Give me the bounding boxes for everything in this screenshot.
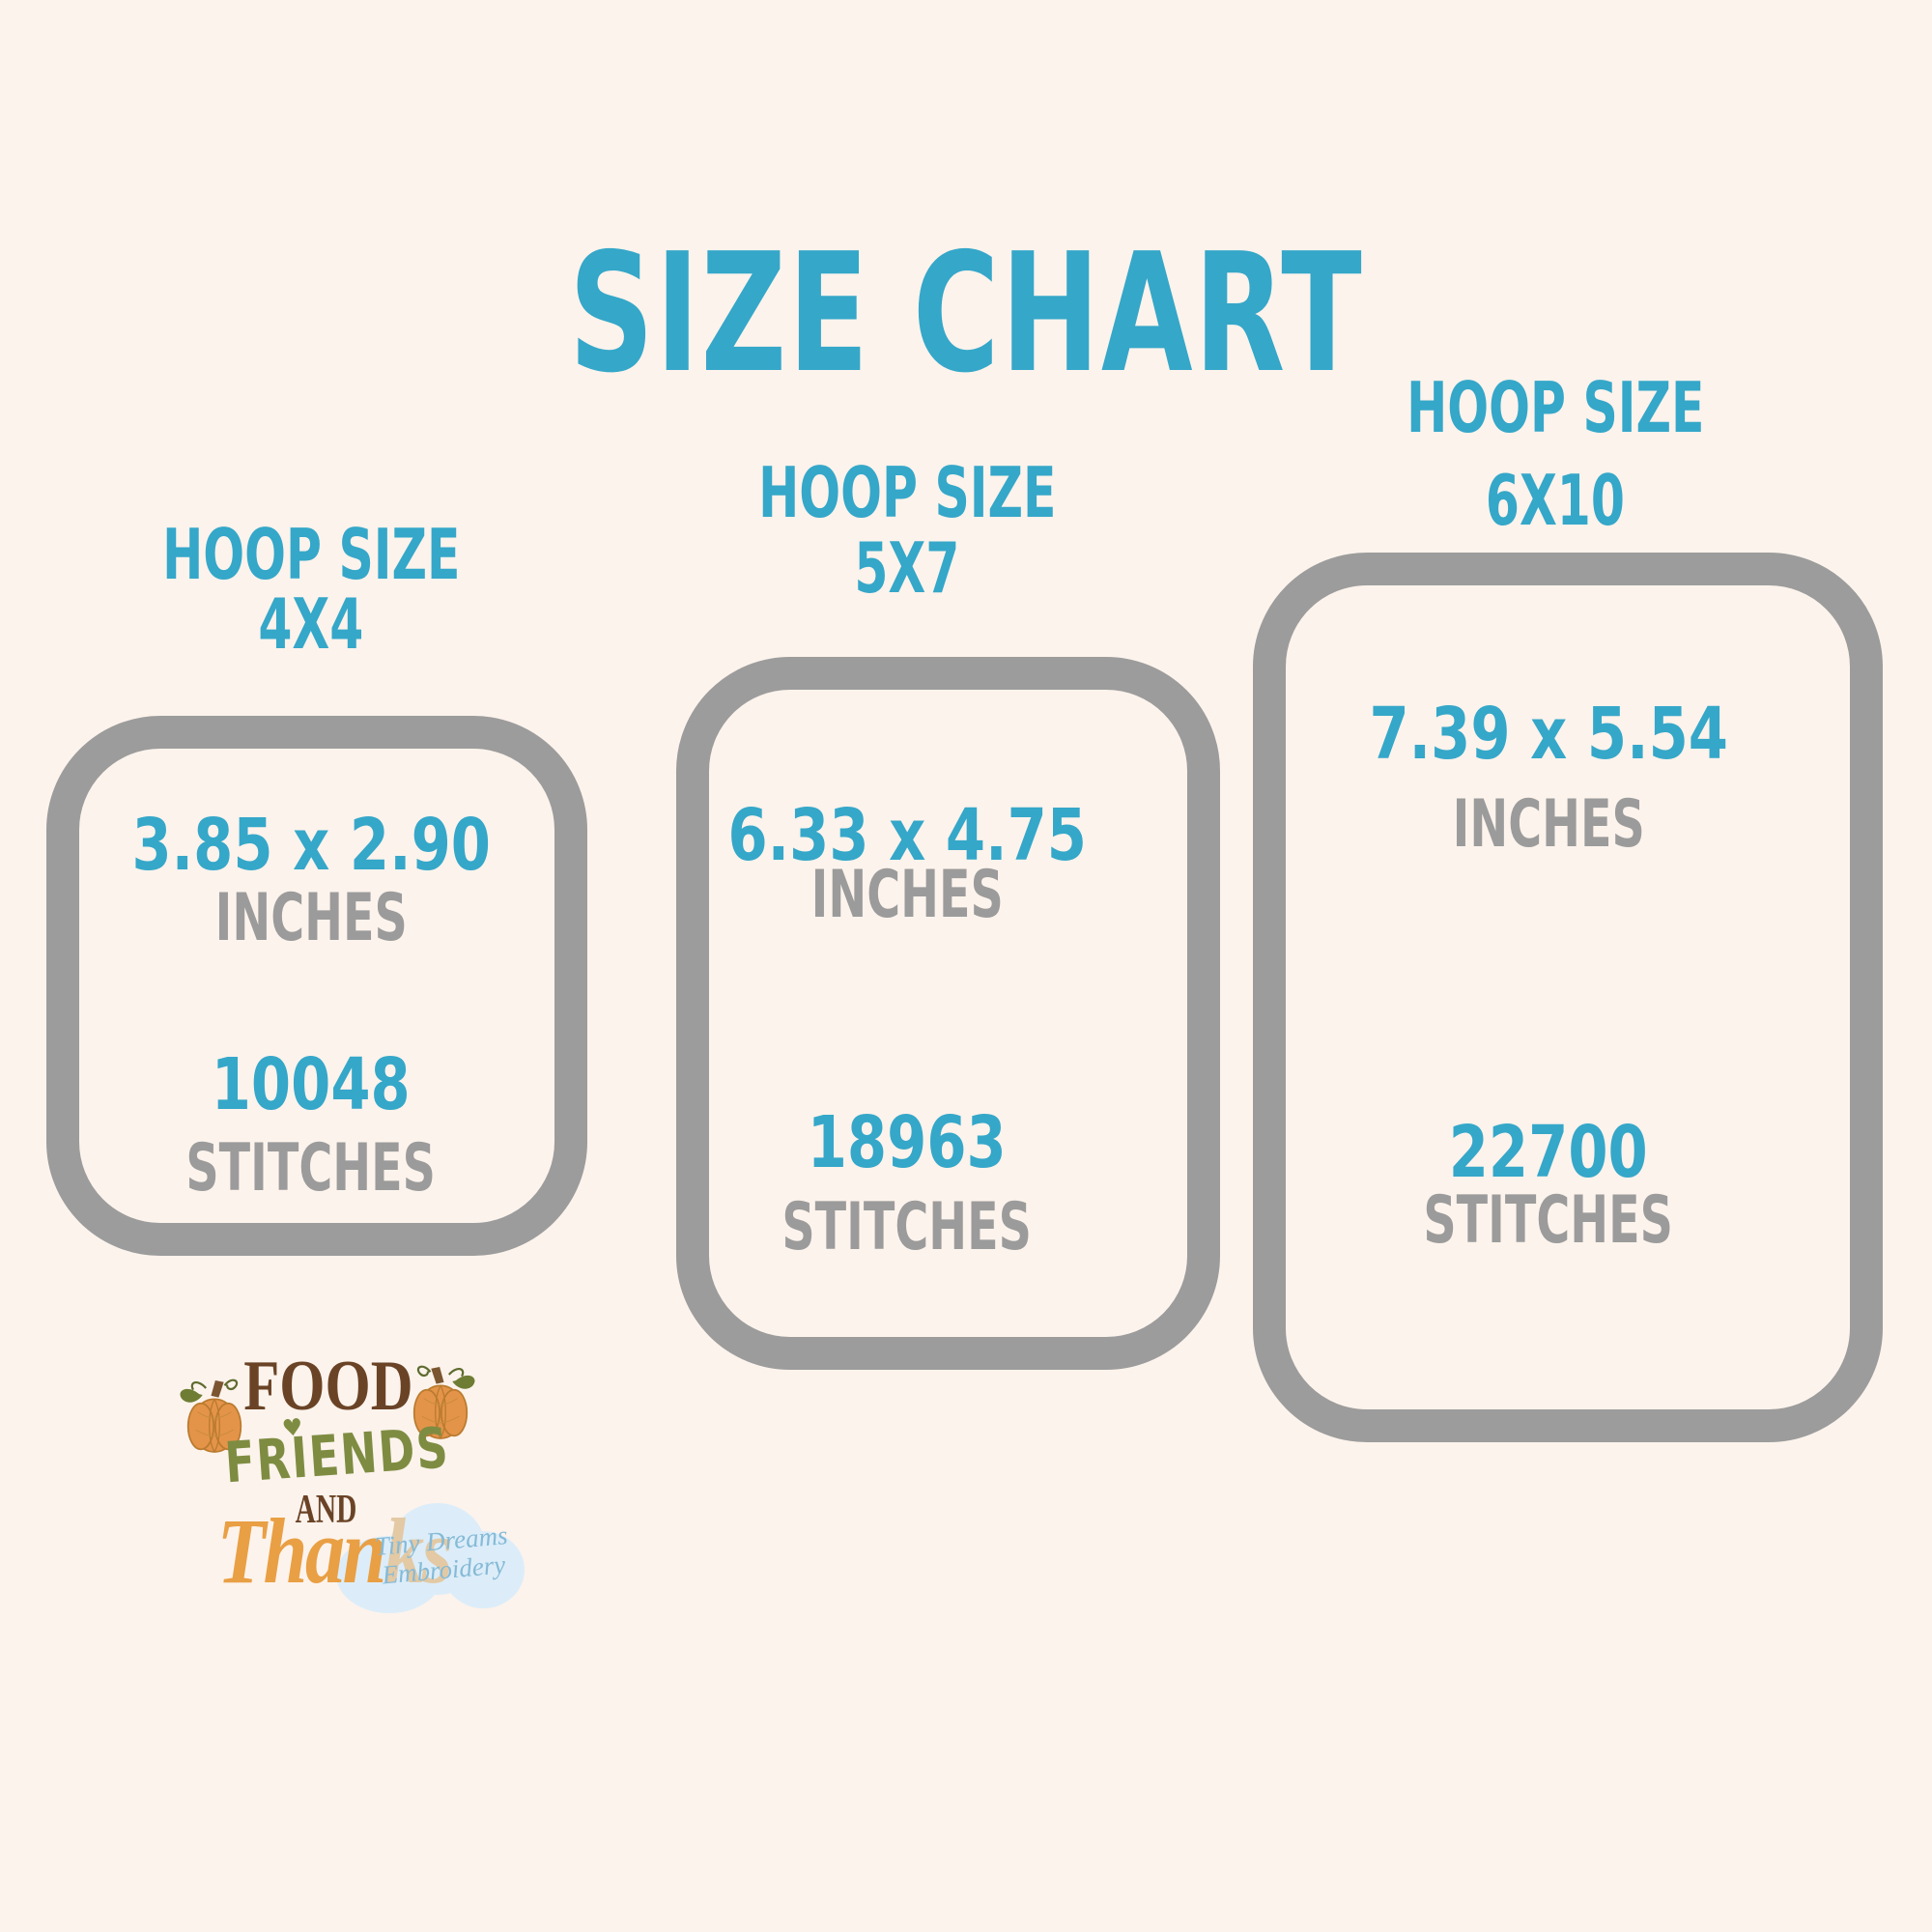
hoop-4x4-header-line2: 4X4 [258,583,364,665]
hoop-4x4-header-line1: HOOP SIZE [161,514,461,595]
hoop-5x7-header-line2: 5X7 [854,527,960,609]
hoop-4x4-header: HOOP SIZE 4X4 [0,520,649,659]
hoop-6x10-header-line2: 6X10 [1485,460,1626,541]
hoop-4x4-dimensions: 3.85 x 2.90 [131,804,491,887]
heart-icon: ♥ [280,1412,304,1443]
cloud-watermark-shape [336,1497,525,1613]
hoop-4x4-box [46,716,587,1256]
hoop-6x10-header-line1: HOOP SIZE [1406,367,1705,448]
logo-word-friends: FRIENDS [222,1414,452,1496]
hoop-4x4-stitch-count: 10048 [212,1043,411,1126]
hoop-6x10-stitch-count: 22700 [1449,1111,1648,1194]
logo-word-food: FOOD [243,1347,413,1426]
hoop-6x10-header: HOOP SIZE 6X10 [1217,361,1893,547]
hoop-4x4-stitch-label: STITCHES [185,1130,437,1207]
logo-word-and: AND [295,1488,356,1532]
logo-word-thanks: Thanks [184,1505,483,1598]
hoop-6x10-box [1253,553,1883,1442]
hoop-5x7-stitch-count: 18963 [808,1101,1007,1184]
hoop-6x10-dimensions: 7.39 x 5.54 [1369,693,1728,776]
hoop-5x7-dimensions: 6.33 x 4.75 [727,794,1087,877]
pumpkin-icon [172,1374,257,1459]
hoop-5x7-stitch-label: STITCHES [781,1189,1033,1265]
hoop-6x10-stitch-label: STITCHES [1423,1182,1674,1259]
logo-word-thanks-part2: ks [384,1499,452,1603]
hoop-6x10-unit-label: INCHES [1452,786,1645,863]
hoop-5x7-header: HOOP SIZE 5X7 [569,455,1245,606]
pumpkin-icon [398,1360,483,1445]
hoop-5x7-header-line1: HOOP SIZE [757,452,1057,533]
page-title: SIZE CHART [568,218,1364,410]
hoop-5x7-box [676,657,1220,1370]
hoop-5x7-unit-label: INCHES [810,857,1004,933]
logo-word-thanks-part1: Than [216,1499,386,1603]
hoop-4x4-unit-label: INCHES [214,880,408,956]
food-friends-thanks-logo: FOOD FRIENDS ♥ AND Thanks Tiny Dreams Em… [172,1343,525,1633]
